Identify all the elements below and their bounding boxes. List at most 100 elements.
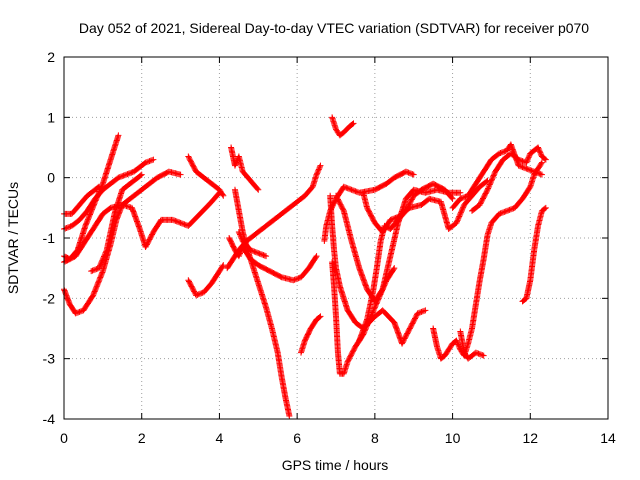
data-point [410,171,417,178]
data-point [422,307,429,314]
data-point [402,334,409,341]
data-point [219,191,226,198]
data-point [370,217,377,224]
data-point [458,208,465,215]
data-point [454,338,461,345]
data-point [95,265,102,272]
data-point [405,328,412,335]
data-point [313,253,320,260]
data-point [247,247,254,254]
data-point [415,309,422,316]
data-point [94,282,101,289]
data-point [198,290,205,297]
data-point [185,277,192,284]
data-point [145,239,152,246]
data-point [313,171,320,178]
data-point [457,210,464,217]
y-tick-label: 2 [47,49,55,65]
data-point [366,208,373,215]
data-point [518,163,525,170]
data-point [456,212,463,219]
data-point [314,169,321,176]
data-point [472,349,479,356]
data-point [236,230,243,237]
data-point [314,170,321,177]
data-point [485,184,492,191]
data-point [481,191,488,198]
data-point [490,173,497,180]
data-point [124,171,131,178]
data-point [194,291,201,298]
data-point [480,195,487,202]
data-point [507,206,514,213]
data-point [253,249,260,256]
data-point [488,176,495,183]
data-point [344,358,351,365]
data-point [364,204,371,211]
data-point [93,284,100,291]
data-point [238,235,245,242]
data-point [406,325,413,332]
data-point [128,169,135,176]
data-point [485,185,492,192]
data-point [143,159,150,166]
data-point [462,193,469,200]
data-point [478,199,485,206]
data-point [537,171,544,178]
data-point [189,161,196,168]
data-point [116,174,123,181]
data-point [96,275,103,282]
data-point [350,347,357,354]
data-point [73,309,80,316]
y-tick-label: 0 [47,170,55,186]
data-point [413,312,420,319]
data-point [91,289,98,296]
data-point [186,279,193,286]
data-point [90,291,97,298]
data-point [286,412,293,419]
data-point [351,187,358,194]
data-point [409,320,416,327]
data-point [191,166,198,173]
data-point [146,236,153,243]
x-tick-label: 10 [445,430,461,446]
data-point [189,284,196,291]
data-point [348,186,355,193]
data-point [190,287,197,294]
data-point [454,217,461,224]
data-point [82,222,89,229]
data-point [523,159,530,166]
data-point [537,150,544,157]
data-point [195,291,202,298]
data-point [261,252,268,259]
data-point [457,209,464,216]
data-point [407,324,414,331]
x-tick-label: 8 [371,430,379,446]
data-point [496,150,503,157]
data-point [417,309,424,316]
data-point [483,187,490,194]
data-point [408,170,415,177]
data-point [335,197,342,204]
data-point [460,204,467,211]
data-point [255,186,262,193]
data-point [236,231,243,238]
data-point [232,161,239,168]
data-point [102,250,109,257]
data-point [476,351,483,358]
data-point [177,219,184,226]
data-point [100,253,107,260]
data-point [340,206,347,213]
data-point [524,166,531,173]
data-point [345,356,352,363]
data-point [149,157,156,164]
data-point [515,162,522,169]
data-series [226,235,320,284]
data-series [360,177,491,235]
data-point [457,189,464,196]
data-point [454,218,461,225]
data-point [189,286,196,293]
data-point [522,165,529,172]
data-point [143,241,150,248]
data-point [501,208,508,215]
